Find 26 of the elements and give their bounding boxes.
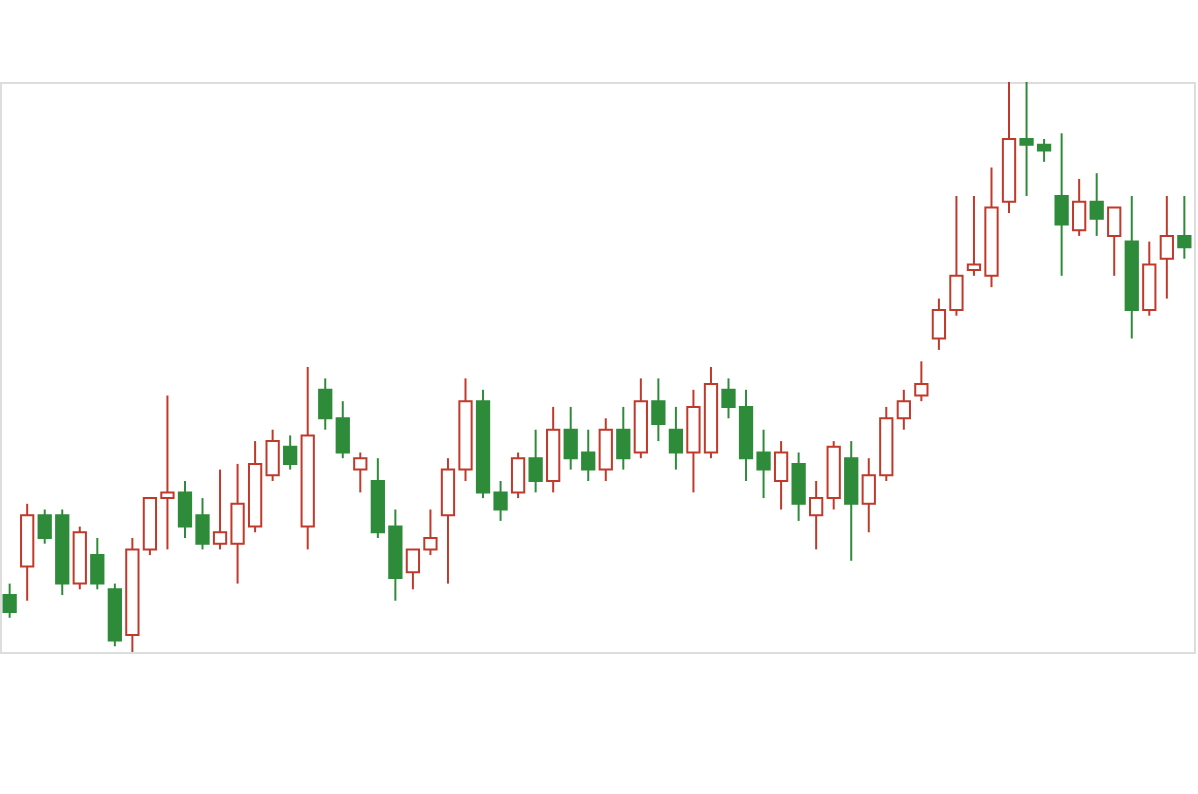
candlestick [651, 377, 666, 443]
candlestick [1054, 132, 1069, 277]
candlestick [1159, 195, 1174, 300]
candlestick [353, 451, 368, 494]
candlestick [791, 451, 806, 522]
candlestick [1107, 206, 1122, 277]
candlestick [1089, 172, 1104, 237]
candlestick [2, 582, 17, 619]
candlestick [318, 377, 333, 431]
candlestick [844, 440, 859, 562]
candlestick [668, 405, 684, 471]
candlestick [1072, 177, 1087, 237]
candlestick [616, 405, 631, 471]
candlestick [335, 400, 350, 460]
candlestick [809, 480, 824, 551]
candlestick [283, 434, 298, 471]
candlestick [528, 428, 543, 494]
candlestick [510, 451, 526, 500]
candlestick [914, 360, 929, 403]
candlestick [773, 440, 789, 511]
candlestick [90, 537, 105, 591]
candlestick [1142, 240, 1157, 317]
candlestick [896, 388, 911, 431]
candlestick [265, 428, 280, 482]
candlestick [1177, 195, 1192, 260]
candlestick [598, 417, 613, 482]
